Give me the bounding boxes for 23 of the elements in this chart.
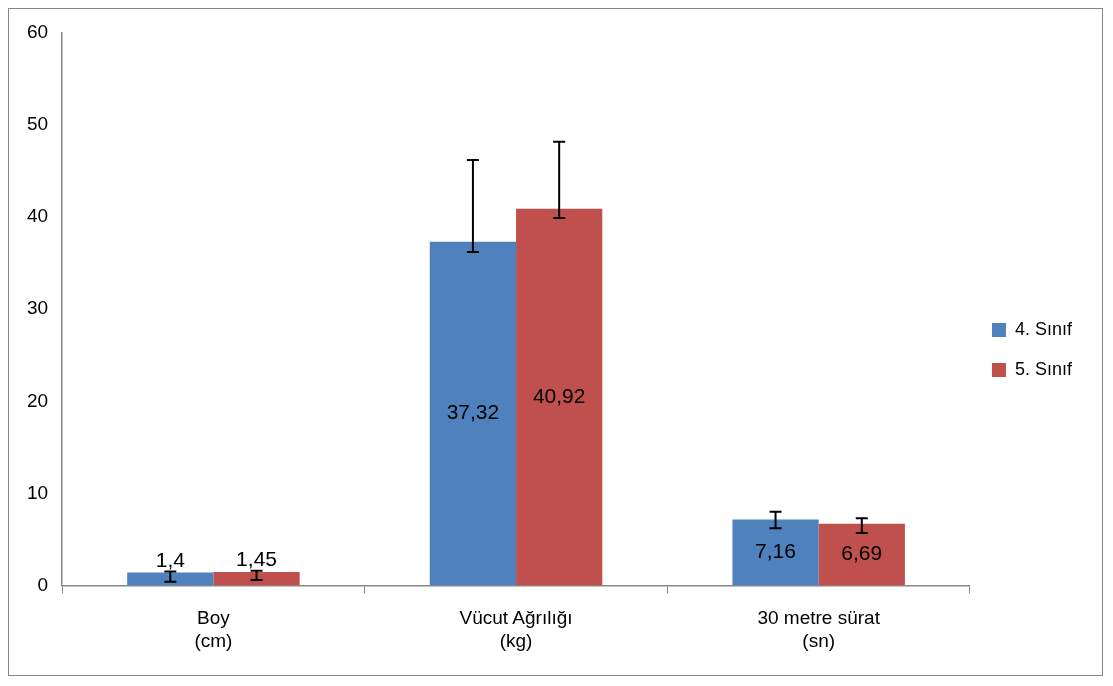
- bar: [818, 523, 905, 586]
- y-tick-label: 0: [37, 573, 49, 595]
- data-label: 6,69: [841, 541, 883, 565]
- y-tick-label: 10: [26, 481, 49, 503]
- data-label: 40,92: [532, 383, 586, 407]
- bar: [213, 572, 300, 586]
- data-label: 1,4: [155, 547, 186, 571]
- x-tick-label: Vücut Ağrılığı (kg): [459, 607, 573, 651]
- data-label: 1,45: [236, 547, 277, 571]
- x-tick-label: 30 metre sürat (sn): [757, 607, 881, 651]
- bar: [732, 519, 819, 586]
- y-tick-label: 30: [26, 297, 49, 319]
- x-tick-label: Boy (cm): [194, 607, 233, 651]
- legend-label: 5. Sınıf: [1014, 358, 1073, 379]
- legend-label: 4. Sınıf: [1014, 318, 1073, 339]
- y-tick-label: 40: [26, 205, 49, 227]
- data-label: 37,32: [446, 400, 500, 424]
- y-tick-label: 60: [26, 21, 49, 43]
- bar: [429, 241, 517, 586]
- bar: [516, 208, 603, 586]
- y-tick-label: 50: [26, 113, 49, 135]
- y-tick-label: 20: [26, 389, 49, 411]
- data-label: 7,16: [755, 539, 796, 563]
